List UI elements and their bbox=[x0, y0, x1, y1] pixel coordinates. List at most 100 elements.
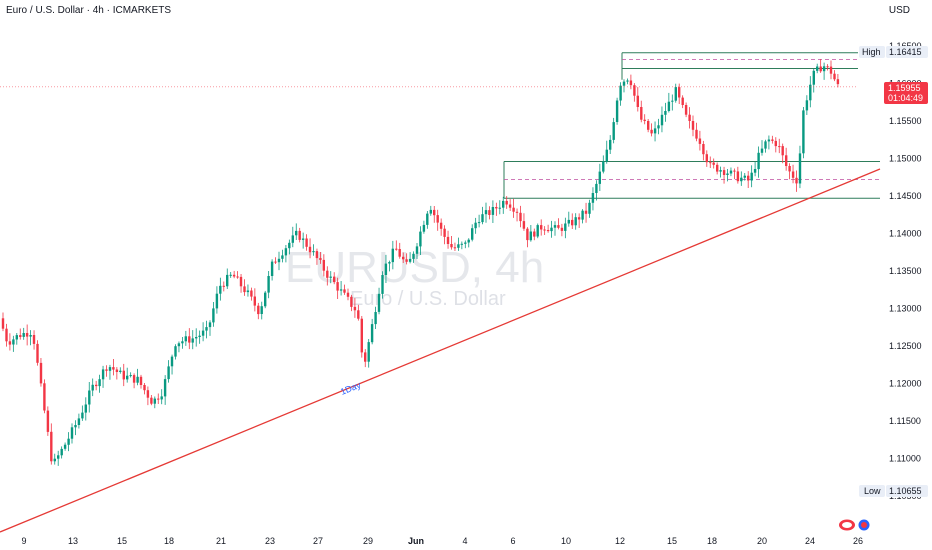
candle-body bbox=[122, 370, 125, 380]
candle-body bbox=[191, 338, 194, 343]
candle-body bbox=[25, 333, 29, 337]
candle-body bbox=[464, 242, 467, 244]
x-tick-label: 20 bbox=[757, 536, 767, 546]
x-tick-label: 9 bbox=[21, 536, 26, 546]
candle-body bbox=[633, 85, 636, 96]
candle-body bbox=[826, 66, 829, 68]
y-tick-label: 1.14000 bbox=[889, 229, 922, 239]
candle-body bbox=[322, 259, 325, 271]
high-tag-label: High bbox=[862, 47, 881, 57]
x-tick-label: 21 bbox=[216, 536, 226, 546]
candle-body bbox=[795, 177, 798, 184]
candle-body bbox=[774, 140, 777, 147]
candle-body bbox=[729, 170, 733, 174]
candle-body bbox=[543, 229, 546, 231]
candle-body bbox=[298, 230, 301, 240]
candle-body bbox=[809, 84, 812, 101]
candle-body bbox=[805, 100, 809, 111]
candle-body bbox=[205, 327, 208, 331]
candle-body bbox=[84, 404, 87, 413]
candle-body bbox=[336, 282, 339, 291]
candle-body bbox=[288, 242, 291, 249]
candle-body bbox=[77, 418, 81, 425]
candle-body bbox=[212, 308, 215, 323]
candle-body bbox=[747, 175, 750, 181]
candle-body bbox=[791, 171, 795, 178]
low-tag-label: Low bbox=[864, 486, 881, 496]
candle-body bbox=[5, 328, 8, 342]
candle-body bbox=[374, 312, 377, 325]
candle-body bbox=[277, 258, 281, 263]
candle-body bbox=[467, 239, 470, 243]
candle-body bbox=[19, 335, 22, 337]
candle-body bbox=[198, 335, 201, 337]
candle-body bbox=[226, 274, 229, 287]
candle-body bbox=[484, 210, 488, 215]
candle-body bbox=[574, 217, 577, 226]
trendline[interactable] bbox=[0, 168, 881, 533]
time-axis[interactable]: 9 13 15 18 21 23 27 29 Jun 4 6 10 12 15 18 20 24 26 bbox=[21, 536, 863, 546]
candle-body bbox=[264, 292, 267, 307]
exchange-badges[interactable] bbox=[835, 518, 875, 532]
candle-body bbox=[802, 110, 805, 154]
candle-body bbox=[647, 121, 650, 130]
candle-body bbox=[688, 114, 691, 121]
y-tick-label: 1.14500 bbox=[889, 191, 922, 201]
y-tick-label: 1.13500 bbox=[889, 266, 922, 276]
candle-body bbox=[471, 228, 474, 240]
candle-body bbox=[684, 105, 688, 115]
candle-body bbox=[39, 362, 43, 384]
x-tick-label: 24 bbox=[805, 536, 815, 546]
candle-body bbox=[505, 200, 508, 205]
candle-body bbox=[260, 306, 263, 314]
candle-body bbox=[733, 170, 736, 172]
last-price-value: 1.15955 bbox=[888, 83, 921, 93]
candle-body bbox=[150, 397, 153, 404]
candle-body bbox=[515, 211, 519, 213]
candle-body bbox=[70, 427, 74, 439]
candle-body bbox=[101, 369, 105, 380]
candle-body bbox=[308, 246, 312, 253]
candle-body bbox=[53, 458, 56, 462]
candle-body bbox=[822, 66, 826, 72]
candle-body bbox=[567, 219, 570, 224]
price-axis[interactable]: 1.165001.160001.155001.150001.145001.140… bbox=[889, 41, 922, 501]
candle-body bbox=[350, 296, 353, 307]
candle-body bbox=[457, 244, 460, 248]
candles-layer bbox=[1, 59, 840, 466]
candle-body bbox=[267, 276, 270, 293]
candle-body bbox=[629, 80, 633, 86]
candle-body bbox=[491, 207, 495, 215]
candle-body bbox=[519, 212, 522, 222]
candle-body bbox=[339, 289, 343, 291]
candle-body bbox=[681, 97, 684, 105]
x-tick-label: 18 bbox=[164, 536, 174, 546]
candle-body bbox=[95, 384, 98, 387]
candle-body bbox=[50, 431, 53, 462]
candle-body bbox=[477, 222, 481, 224]
candle-body bbox=[119, 370, 122, 372]
x-tick-label: 26 bbox=[853, 536, 863, 546]
candle-body bbox=[722, 170, 726, 175]
candle-body bbox=[753, 169, 757, 173]
candle-body bbox=[136, 376, 139, 383]
candle-body bbox=[395, 248, 398, 250]
candle-body bbox=[833, 73, 836, 80]
candle-body bbox=[446, 236, 450, 244]
candle-body bbox=[157, 398, 160, 400]
candle-body bbox=[170, 356, 174, 367]
candle-body bbox=[326, 270, 329, 278]
candle-body bbox=[195, 337, 198, 339]
candle-body bbox=[581, 210, 584, 220]
candle-body bbox=[660, 114, 664, 126]
candle-body bbox=[609, 139, 612, 150]
candle-body bbox=[695, 129, 698, 139]
candle-body bbox=[398, 249, 401, 257]
candle-body bbox=[640, 107, 643, 120]
candle-body bbox=[222, 285, 225, 287]
candle-body bbox=[716, 164, 719, 172]
candle-body bbox=[270, 261, 274, 276]
candle-body bbox=[360, 318, 363, 353]
candle-body bbox=[740, 177, 743, 182]
